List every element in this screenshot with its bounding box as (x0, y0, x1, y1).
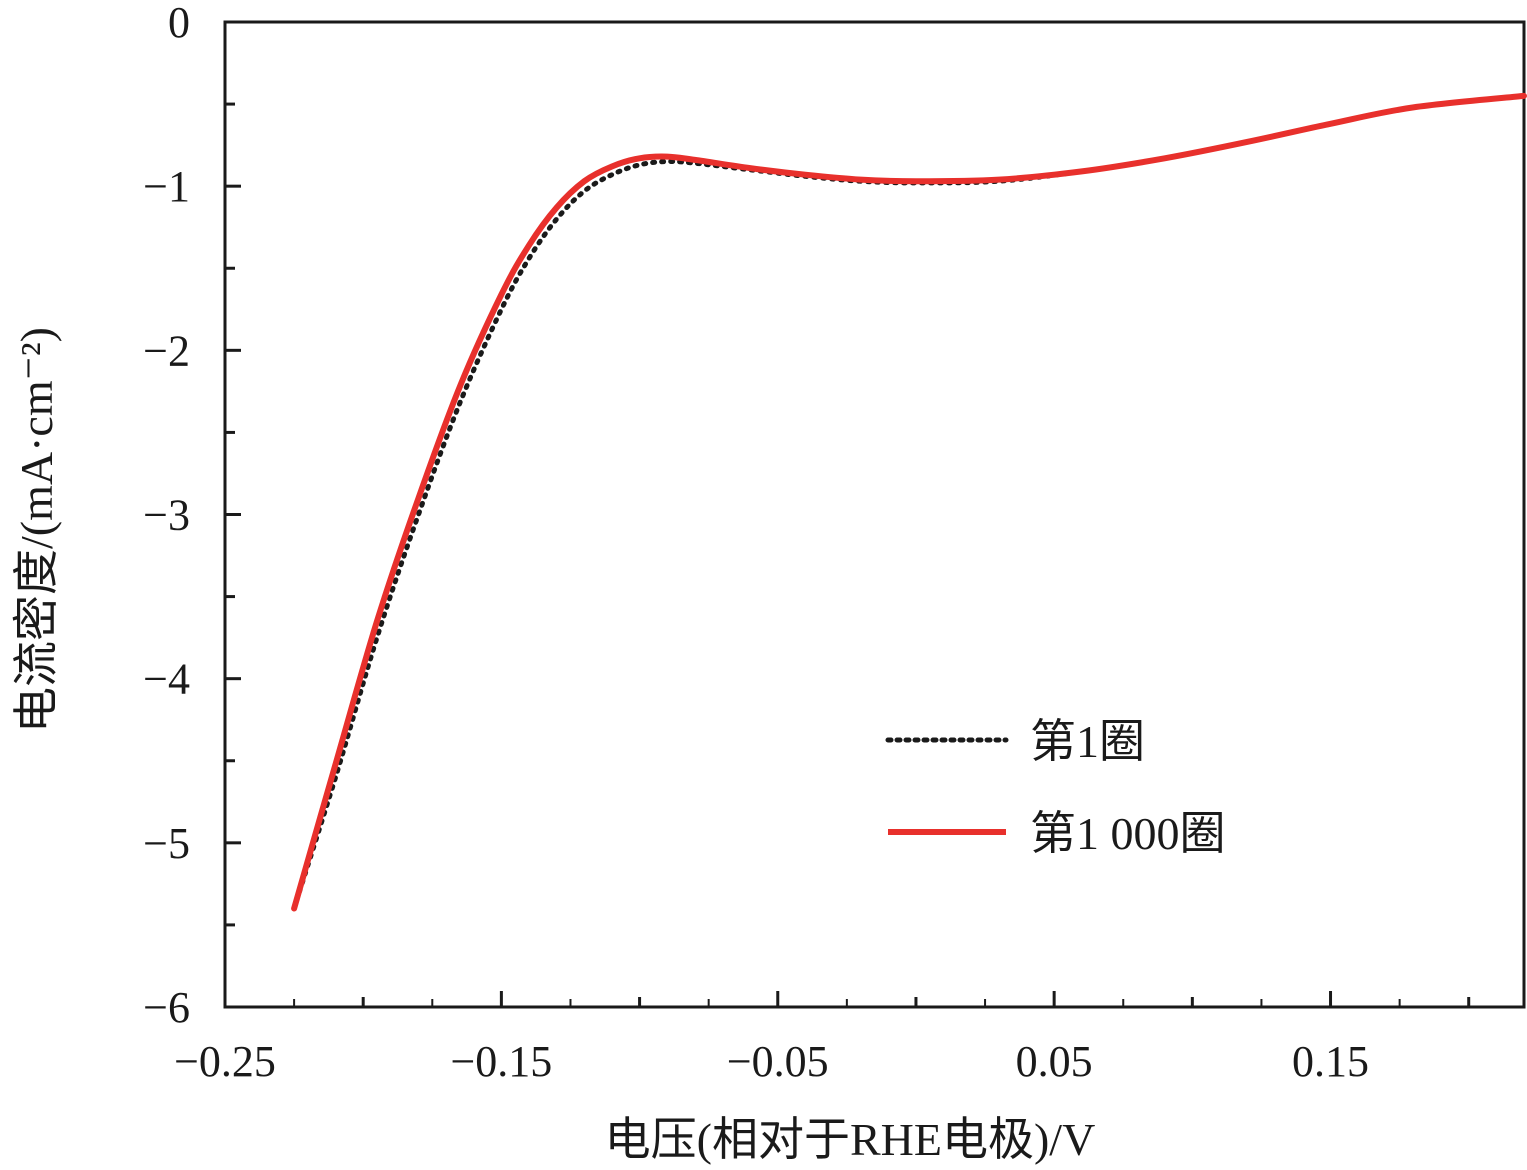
y-tick-label: −6 (143, 983, 190, 1032)
x-tick-label: 0.05 (1016, 1037, 1093, 1086)
y-tick-label: −2 (143, 326, 190, 375)
y-tick-label: 0 (168, 0, 190, 47)
legend: 第1圈 第1 000圈 (885, 716, 1226, 859)
x-axis-title: 电压(相对于RHE电极)/V (605, 1114, 1096, 1165)
x-tick-label: −0.25 (174, 1037, 276, 1086)
x-axis-ticks: −0.25 −0.15 −0.05 0.05 0.15 (174, 991, 1471, 1086)
y-tick-label: −1 (143, 162, 190, 211)
legend-label-series-2: 第1 000圈 (1030, 808, 1226, 859)
series-layer (291, 92, 1527, 912)
legend-label-series-1: 第1圈 (1030, 716, 1145, 767)
x-tick-label: −0.15 (450, 1037, 552, 1086)
y-axis-title: 电流密度/(mA·cm⁻²) (11, 327, 62, 733)
y-tick-label: −5 (143, 819, 190, 868)
x-tick-label: −0.05 (727, 1037, 829, 1086)
series-line-1 (291, 93, 1527, 911)
series-line-2 (291, 92, 1527, 912)
y-tick-label: −4 (143, 655, 190, 704)
y-tick-label: −3 (143, 491, 190, 540)
x-tick-label: 0.15 (1292, 1037, 1369, 1086)
y-axis-ticks: 0 −1 −2 −3 −4 −5 −6 (143, 0, 241, 1032)
